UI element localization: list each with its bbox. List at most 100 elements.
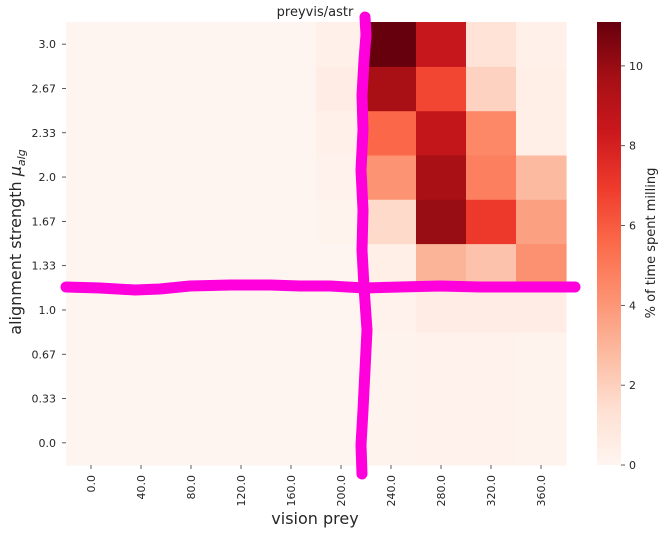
heatmap-cell [366,243,417,289]
colorbar [597,22,621,465]
heatmap-cell [516,22,567,67]
heatmap-cell [216,376,267,422]
heatmap-cell [216,110,267,156]
heatmap-cell [466,199,517,245]
heatmap-cell [116,66,167,112]
heatmap-cell [516,243,567,289]
heatmap-cell [416,154,467,200]
colorbar-tick-label: 0 [629,459,636,472]
heatmap-cell [166,420,217,466]
heatmap-cell [116,243,167,289]
heatmap-cell [316,287,367,333]
heatmap-cell [366,332,417,377]
heatmap-cell [66,420,117,466]
chart-title: preyvis/astr [277,5,354,20]
heatmap-cell [116,154,167,200]
x-axis-label: vision prey [271,509,358,528]
heatmap-cell [166,66,217,112]
y-tick-label: 3.0 [39,38,57,51]
heatmap-cell [216,420,267,466]
heatmap-cell [516,376,567,422]
heatmap-cell [366,199,417,245]
heatmap-cell [116,420,167,466]
heatmap-cell [266,420,317,466]
heatmap-cell [116,22,167,67]
y-tick-label: 0.67 [32,348,57,361]
heatmap-cell [266,110,317,156]
heatmap-cell [366,110,417,156]
heatmap-cell [266,66,317,112]
heatmap-cell [516,287,567,333]
x-tick-label: 240.0 [385,475,398,507]
y-tick-label: 0.33 [32,393,57,406]
y-tick-label: 0.0 [39,437,57,450]
heatmap-cell [216,66,267,112]
heatmap-cell [416,376,467,422]
heatmap-cell [166,22,217,67]
heatmap-cell [66,110,117,156]
colorbar-tick-label: 10 [629,60,643,73]
heatmap-cell [166,287,217,333]
heatmap-cell [416,420,467,466]
heatmap-cell [116,332,167,377]
heatmap-cell [266,287,317,333]
heatmap-cell [366,420,417,466]
heatmap-cell [166,110,217,156]
heatmap-cell [266,154,317,200]
heatmap-cell [116,110,167,156]
heatmap-cell [366,22,417,67]
heatmap-cell [516,199,567,245]
x-tick-label: 120.0 [235,475,248,507]
heatmap-cell [316,22,367,67]
colorbar-label: % of time spent milling [644,168,659,319]
x-tick-label: 160.0 [285,475,298,507]
heatmap-cell [266,332,317,377]
heatmap-cell [66,287,117,333]
heatmap-cell [316,332,367,377]
colorbar-tick-label: 4 [629,299,636,312]
y-tick-label: 2.0 [39,171,57,184]
y-axis-label-symbol: μ [6,166,25,177]
x-tick-label: 40.0 [135,475,148,500]
heatmap-cell [116,199,167,245]
heatmap-cell [216,199,267,245]
x-tick-label: 360.0 [535,475,548,507]
heatmap-cell [416,199,467,245]
y-axis-label-main: alignment strength [6,176,25,334]
heatmap-cell [516,110,567,156]
colorbar-tick-label: 2 [629,379,636,392]
heatmap-cell [266,199,317,245]
heatmap-cell [366,376,417,422]
heatmap-cell [66,66,117,112]
heatmap-cell [466,110,517,156]
heatmap-cell [116,287,167,333]
heatmap-cells [66,22,567,466]
heatmap-cell [466,376,517,422]
heatmap-cell [466,332,517,377]
heatmap-cell [466,243,517,289]
heatmap-cell [216,287,267,333]
y-axis-label-subscript: alg [15,149,28,166]
heatmap-cell [416,332,467,377]
x-tick-labels: 0.0 40.0 80.0 120.0 160.0 200.0 240.0 280.0 320.… [85,465,548,507]
heatmap-cell [166,332,217,377]
heatmap-cell [166,154,217,200]
heatmap-cell [466,22,517,67]
heatmap-cell [416,110,467,156]
colorbar-tick-label: 8 [629,140,636,153]
x-tick-label: 320.0 [485,475,498,507]
heatmap-cell [366,287,417,333]
heatmap-cell [66,22,117,67]
crosshair-vertical-stroke [355,11,373,480]
heatmap-cell [366,66,417,112]
heatmap-cell [516,420,567,466]
heatmap-cell [466,287,517,333]
heatmap-cell [66,243,117,289]
y-tick-label: 1.0 [39,304,57,317]
colorbar-tick-label: 6 [629,220,636,233]
x-tick-label: 280.0 [435,475,448,507]
heatmap-cell [466,154,517,200]
heatmap-cell [116,376,167,422]
